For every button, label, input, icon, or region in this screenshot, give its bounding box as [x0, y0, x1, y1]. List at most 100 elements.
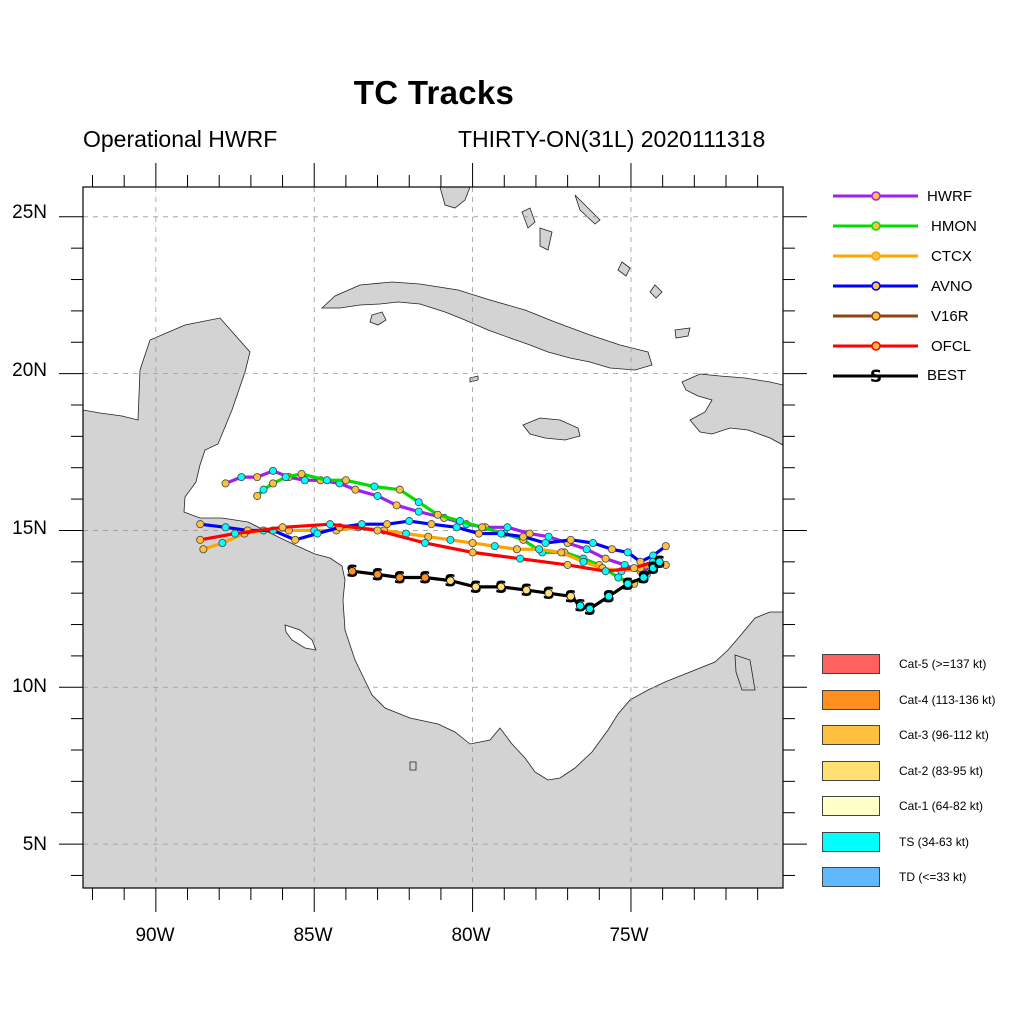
- td-swatch: [822, 867, 880, 887]
- florida: [439, 187, 471, 209]
- legend-label-avno: AVNO: [931, 278, 973, 295]
- lat-label-10n: 10N: [12, 676, 47, 697]
- track-point: [585, 604, 594, 614]
- track-point: [259, 485, 268, 494]
- bahamas-a: [521, 207, 536, 229]
- legend-label-v16r: V16R: [931, 308, 969, 325]
- bahamas-f: [674, 327, 691, 339]
- bahamas-e: [649, 284, 663, 299]
- lon-label-90w: 90W: [135, 925, 175, 946]
- plot-frame: [82, 186, 784, 889]
- track-point: [370, 482, 379, 491]
- cayman: [469, 375, 479, 383]
- lon-label-80w: 80W: [451, 925, 491, 946]
- track-point: [269, 479, 278, 488]
- hurricane-symbol-icon: S: [870, 367, 882, 387]
- legend-label-ofcl: OFCL: [931, 338, 972, 355]
- track-point: [452, 523, 461, 532]
- track-point: [300, 476, 309, 485]
- track-best: SSSSSSSSSSSSSSSSS: [346, 553, 665, 620]
- track-point: [427, 520, 436, 529]
- bahamas-b: [539, 227, 553, 251]
- cat3-label: Cat-3 (96-112 kt): [899, 728, 989, 742]
- legend: S: [833, 191, 918, 387]
- track-point: [341, 476, 350, 485]
- track-point: [351, 485, 360, 494]
- track-point: [218, 538, 227, 547]
- cat1-label: Cat-1 (64-82 kt): [899, 799, 984, 813]
- lat-label-25n: 25N: [12, 202, 47, 223]
- land-layer: [83, 187, 783, 888]
- track-point: [541, 538, 550, 547]
- legend-label-hmon: HMON: [931, 218, 977, 235]
- cuba: [320, 281, 653, 371]
- track-point: [278, 523, 287, 532]
- axis-ticks: [59, 163, 807, 912]
- legend-marker: [871, 251, 881, 261]
- track-point: [420, 573, 430, 582]
- track-point: [468, 548, 477, 557]
- model-subtitle: Operational HWRF: [83, 126, 278, 152]
- lat-label-15n: 15N: [12, 518, 47, 539]
- hispaniola: [681, 373, 783, 446]
- track-point: [601, 567, 610, 576]
- track-point: [630, 564, 639, 573]
- track-point: [253, 473, 262, 482]
- east-island: [734, 654, 756, 691]
- track-point: [291, 535, 300, 544]
- track-point: [623, 579, 632, 588]
- track-point: [231, 529, 240, 538]
- track-point: [601, 554, 610, 563]
- track-point: [468, 538, 477, 547]
- track-avno: [196, 517, 670, 566]
- track-ofcl: [196, 520, 658, 576]
- track-point: [297, 469, 306, 478]
- graticule: [83, 187, 783, 888]
- track-point: [544, 532, 553, 541]
- track-point: [471, 582, 480, 592]
- track-point: [607, 545, 616, 554]
- cat5-label: Cat-5 (>=137 kt): [899, 657, 987, 671]
- track-point: [503, 523, 512, 532]
- lat-label-20n: 20N: [12, 360, 47, 381]
- track-point: [614, 573, 623, 582]
- track-point: [496, 582, 506, 592]
- legend-label-ctcx: CTCX: [931, 248, 972, 265]
- track-point: [414, 507, 423, 516]
- track-point: [237, 473, 246, 482]
- track-point: [196, 535, 205, 544]
- track-point: [566, 592, 575, 601]
- track-point: [392, 501, 401, 510]
- cat5-swatch: [822, 654, 880, 674]
- track-point: [623, 548, 632, 557]
- central-america-landmass: [83, 317, 783, 888]
- track-point: [563, 560, 572, 569]
- track-point: [395, 573, 404, 582]
- track-point: [196, 520, 205, 529]
- track-point: [512, 545, 521, 554]
- track-point: [490, 542, 499, 551]
- track-point: [582, 545, 591, 554]
- cat4-label: Cat-4 (113-136 kt): [899, 693, 996, 707]
- track-point: [269, 466, 278, 475]
- track-point: [535, 545, 544, 554]
- track-point: [446, 535, 455, 544]
- track-point: [576, 601, 585, 610]
- lon-label-75w: 75W: [609, 925, 649, 946]
- track-point: [557, 548, 566, 557]
- track-point: [661, 542, 670, 551]
- track-point: [455, 517, 464, 526]
- track-point: [579, 557, 588, 566]
- isle-of-youth: [369, 311, 387, 326]
- cat4-swatch: [822, 690, 880, 710]
- track-point: [544, 588, 553, 598]
- legend-marker: [871, 311, 881, 321]
- cat2-label: Cat-2 (83-95 kt): [899, 764, 984, 778]
- track-point: [313, 529, 322, 538]
- track-point: [383, 520, 392, 529]
- track-point: [566, 535, 575, 544]
- ts-swatch: [822, 832, 880, 852]
- track-point: [522, 585, 531, 595]
- lake-nicaragua: [284, 624, 317, 651]
- track-point: [639, 573, 648, 582]
